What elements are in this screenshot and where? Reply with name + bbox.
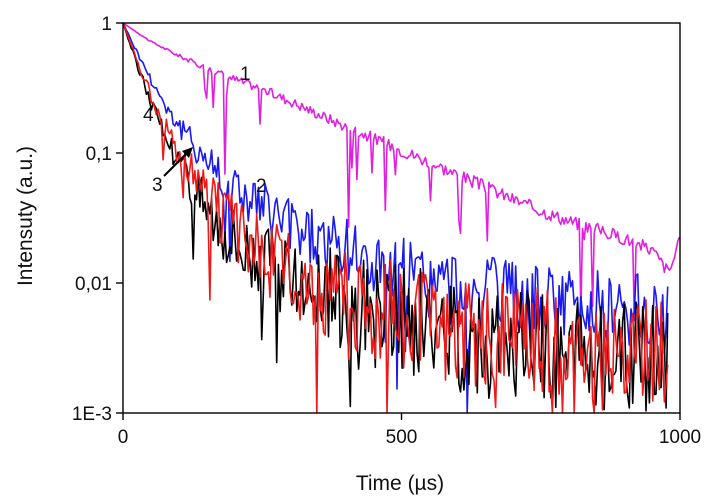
y-tick-label: 1E-3 bbox=[72, 404, 112, 425]
y-tick-label: 0,01 bbox=[75, 274, 112, 295]
axis-ticks: 0 500 1000 1 0,1 0,01 1E-3 bbox=[72, 14, 701, 448]
curve-labels: 1 2 3 4 bbox=[143, 64, 267, 197]
y-tick-label: 1 bbox=[101, 14, 112, 35]
series-line-1 bbox=[122, 22, 681, 322]
x-tick-label: 0 bbox=[118, 427, 129, 448]
series-line-2 bbox=[122, 22, 669, 414]
label-3-arrowhead bbox=[182, 147, 193, 158]
curve-label-2: 2 bbox=[256, 176, 267, 197]
x-tick-label: 1000 bbox=[659, 427, 701, 448]
y-axis-title: Intensuty (a.u.) bbox=[14, 146, 37, 286]
series-line-4 bbox=[122, 22, 669, 414]
x-axis-title: Time (µs) bbox=[356, 472, 444, 495]
y-tick-label: 0,1 bbox=[86, 144, 112, 165]
series-layer bbox=[122, 22, 681, 414]
series-line-3 bbox=[122, 22, 669, 412]
x-tick-label: 500 bbox=[386, 427, 418, 448]
curve-label-4: 4 bbox=[143, 105, 154, 126]
curve-label-1: 1 bbox=[240, 64, 251, 85]
curve-label-3: 3 bbox=[152, 175, 163, 196]
label-3-arrow bbox=[163, 151, 189, 177]
